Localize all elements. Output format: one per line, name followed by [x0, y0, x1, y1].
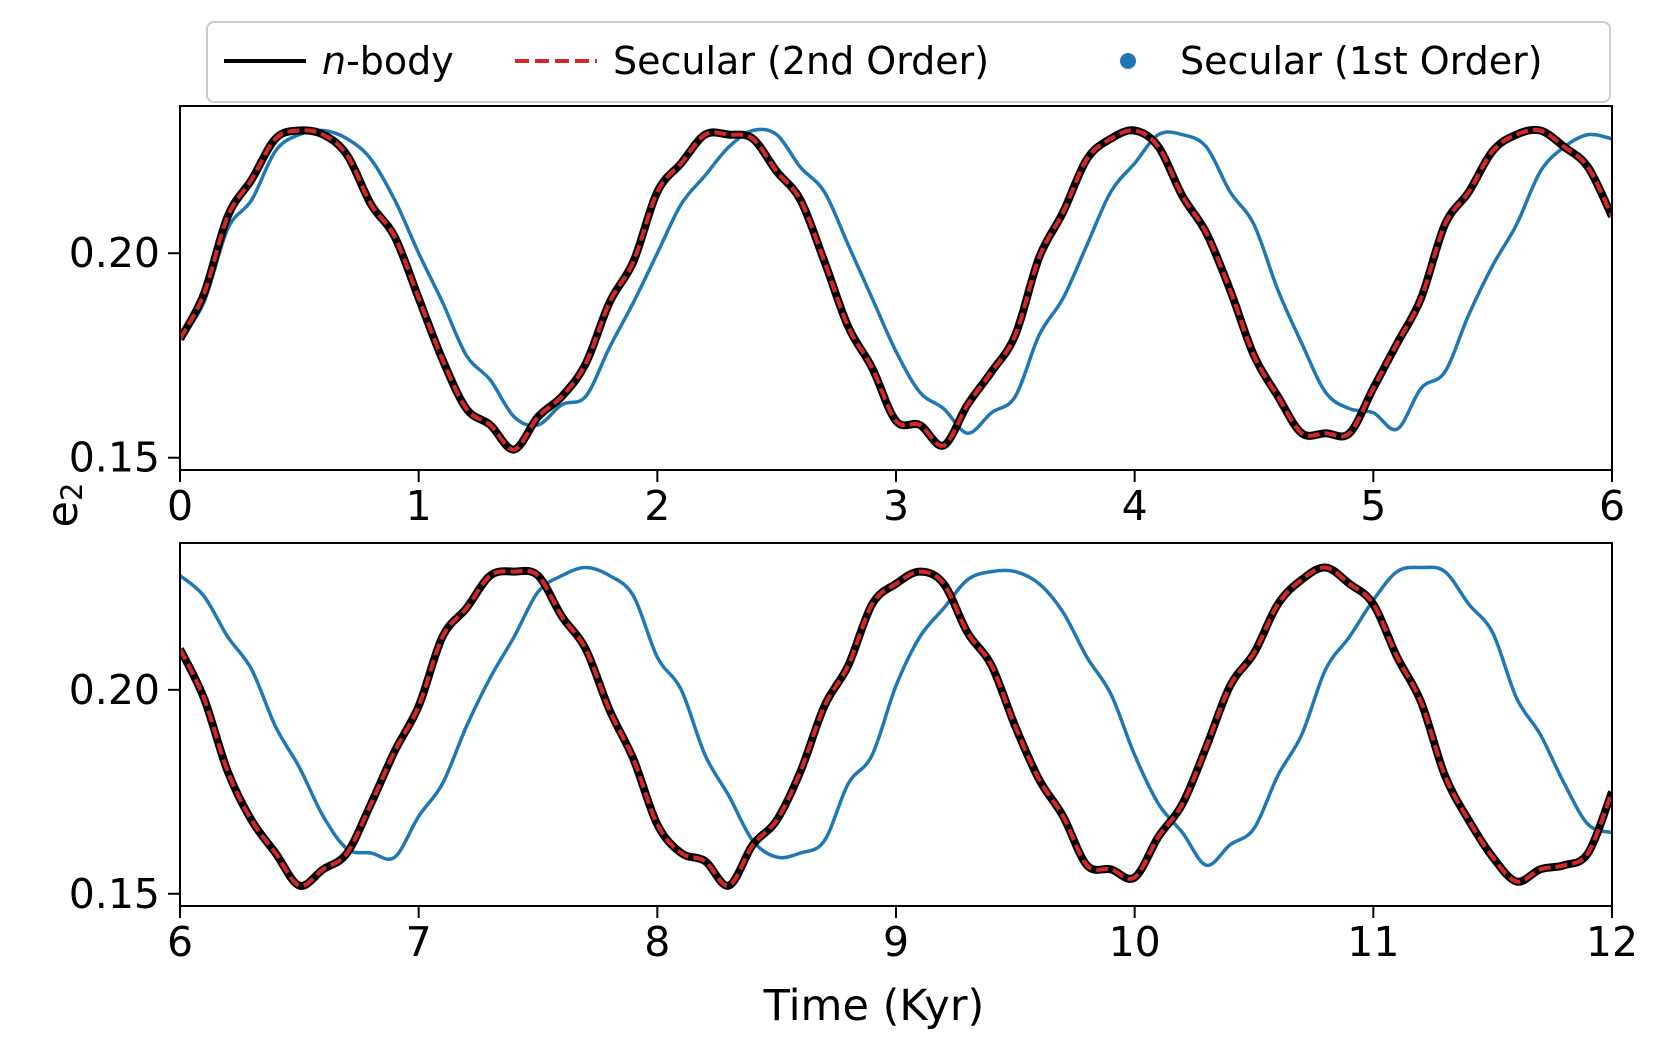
y-tick-label: 0.15 — [69, 434, 160, 482]
series-line-secular1 — [180, 565, 1612, 867]
x-tick-label: 3 — [883, 482, 909, 530]
x-tick-label: 0 — [167, 482, 193, 530]
y-tick-label: 0.15 — [69, 870, 160, 918]
x-tick-label: 10 — [1109, 918, 1161, 966]
top-panel: 0 1 2 3 4 5 6 0.15 0.20 — [69, 105, 1625, 530]
x-axis-label: Time (Kyr) — [763, 981, 985, 1031]
legend-label-nbody: n-body — [322, 39, 454, 83]
y-axis-label: e2 — [38, 483, 89, 528]
x-tick-label: 2 — [644, 482, 670, 530]
legend-frame — [206, 21, 1611, 103]
legend-label-nbody-text: -body — [346, 39, 454, 83]
legend-label-nbody-prefix: n — [322, 39, 346, 83]
x-tick-label: 6 — [167, 918, 193, 966]
legend-label-secular-1st: Secular (1st Order) — [1180, 39, 1543, 83]
series-line-nbody — [180, 125, 1612, 454]
x-tick-label: 11 — [1347, 918, 1399, 966]
x-tick-label: 8 — [644, 918, 670, 966]
series-line-secular2 — [180, 565, 1612, 888]
x-tick-label: 6 — [1599, 482, 1625, 530]
y-tick-label: 0.20 — [69, 666, 160, 714]
x-tick-label: 5 — [1360, 482, 1386, 530]
series-line-secular2 — [180, 127, 1612, 452]
y-axis-label-main: e — [38, 501, 88, 527]
series-line-secular1 — [180, 127, 1612, 435]
x-tick-label: 7 — [406, 918, 432, 966]
x-tick-label: 9 — [883, 918, 909, 966]
series-line-nbody — [180, 563, 1612, 890]
bottom-panel: 6 7 8 9 10 11 12 0.15 0.20 — [69, 542, 1638, 966]
legend-swatch-secular-1st — [1120, 53, 1136, 69]
plot-frame — [179, 542, 1613, 907]
legend-label-secular-2nd: Secular (2nd Order) — [613, 39, 989, 83]
y-axis-label-subscript: 2 — [55, 483, 89, 501]
x-tick-label: 12 — [1586, 918, 1638, 966]
legend: n-body Secular (2nd Order) Secular (1st … — [206, 21, 1611, 103]
x-tick-label: 1 — [406, 482, 432, 530]
y-tick-label: 0.20 — [69, 229, 160, 277]
x-tick-label: 4 — [1122, 482, 1148, 530]
